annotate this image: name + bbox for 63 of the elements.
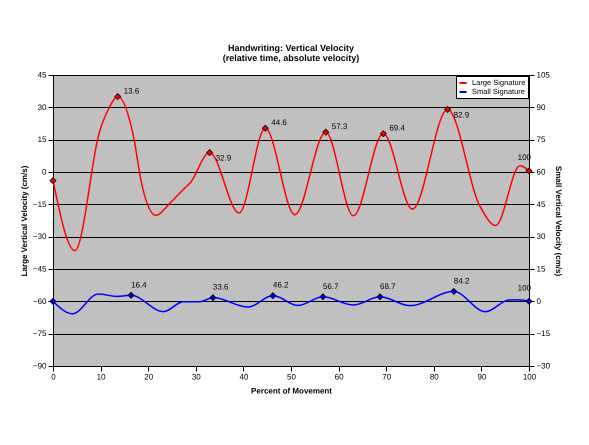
y-tick-label: −60: [32, 296, 48, 306]
y-tick-label: 45: [38, 70, 48, 80]
point: [262, 124, 269, 132]
y2-tick-label: 45: [536, 200, 546, 209]
y-tick-label: −30: [32, 232, 48, 242]
x-tick-label: 0: [51, 372, 56, 382]
point: [526, 298, 532, 305]
x-tick-label: 90: [477, 372, 487, 382]
annotation: 44.6: [271, 118, 288, 128]
y2-tick-label: 0: [536, 296, 542, 306]
point: [206, 149, 214, 156]
annotation: 56.7: [322, 282, 340, 291]
point: [50, 177, 56, 184]
y-tick-label: 0: [42, 168, 48, 176]
y2-tick-label: 90: [536, 102, 546, 112]
annotation: 13.6: [124, 86, 140, 96]
y-tick-label: −75: [32, 329, 48, 338]
y-tick-label: −90: [32, 362, 48, 370]
point: [270, 292, 276, 300]
y2-tick-label: 30: [536, 232, 546, 242]
x-tick-label: 100: [522, 372, 537, 382]
point: [319, 293, 326, 300]
chart-subtitle: (relative time, absolute velocity): [222, 53, 360, 63]
x-tick-label: 70: [382, 372, 392, 382]
point: [128, 292, 134, 299]
x-axis-title: Percent of Movement: [251, 386, 332, 396]
point: [322, 128, 330, 136]
x-tick-label: 20: [144, 372, 154, 382]
x-tick-label: 30: [192, 372, 202, 382]
y-tick-label: −15: [32, 200, 48, 209]
annotation: 32.9: [216, 154, 232, 163]
annotation: 46.2: [272, 280, 290, 290]
y-axis-title: Large Vertical Velocity (cm/s): [20, 165, 29, 276]
annotation: 69.4: [389, 124, 406, 133]
y-tick-label: 30: [38, 102, 48, 112]
y2-axis-title: Small Vertical Velocity (cm/s): [554, 166, 564, 276]
annotation: 16.4: [131, 280, 148, 290]
point: [526, 168, 532, 174]
y2-tick-label: −30: [536, 362, 551, 370]
y2-tick-label: 75: [536, 135, 546, 144]
annotation: 68.7: [380, 282, 396, 291]
point: [210, 294, 216, 302]
annotation: 57.3: [332, 122, 348, 132]
annotation: 82.9: [454, 110, 470, 120]
y2-tick-label: −15: [536, 329, 551, 338]
point: [376, 293, 384, 300]
annotation: 33.6: [212, 282, 230, 292]
point: [450, 288, 458, 295]
x-tick-label: 60: [334, 372, 344, 382]
x-tick-label: 80: [430, 372, 440, 382]
y-tick-label: −45: [32, 264, 48, 274]
x-tick-label: 10: [96, 372, 106, 382]
y2-tick-label: 60: [536, 168, 546, 176]
point: [444, 106, 452, 113]
chart-title: Handwriting: Vertical Velocity: [228, 43, 354, 53]
y2-tick-label: 15: [536, 264, 546, 274]
x-tick-label: 50: [287, 372, 296, 382]
x-tick-label: 40: [239, 372, 249, 382]
y-tick-label: 15: [38, 135, 48, 144]
point: [114, 93, 122, 100]
annotation: 84.2: [454, 276, 470, 286]
point: [380, 130, 387, 138]
y2-tick-label: 105: [536, 70, 550, 80]
